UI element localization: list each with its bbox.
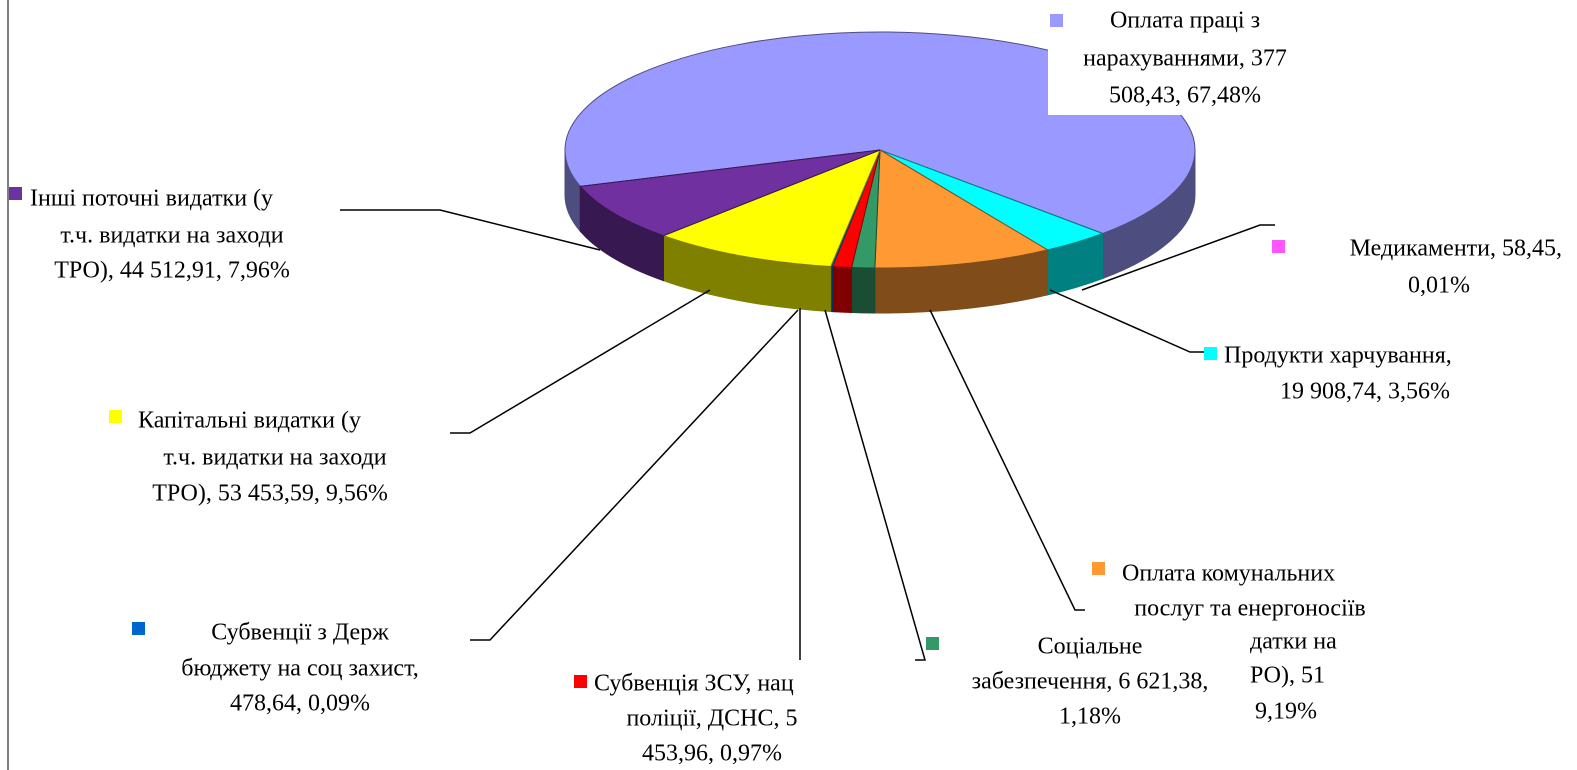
data-label: Соціальне xyxy=(1038,634,1143,660)
legend-swatch xyxy=(9,187,22,200)
data-label: Оплата праці з xyxy=(1110,8,1260,34)
slice xyxy=(564,31,1196,234)
data-label: ТРО), 53 453,59, 9,56% xyxy=(152,481,388,507)
legend-swatch xyxy=(926,637,939,650)
data-label: ТРО), 44 512,91, 7,96% xyxy=(54,258,290,284)
leader-line xyxy=(450,289,711,434)
leader-line xyxy=(929,309,1085,611)
legend-swatch xyxy=(1272,240,1285,253)
data-label: Субвенції з Держ xyxy=(211,620,389,646)
data-label: поліції, ДСНС, 5 xyxy=(626,706,797,732)
slice xyxy=(579,149,881,237)
data-label: 0,01% xyxy=(1408,273,1470,299)
data-label: т.ч. видатки на заходи xyxy=(60,223,283,249)
data-label: Капітальні видатки (у xyxy=(138,408,361,434)
legend-swatch xyxy=(1092,562,1105,575)
data-label: датки на xyxy=(1250,629,1337,655)
data-label: послуг та енергоносіїв xyxy=(1134,596,1366,622)
leader-line xyxy=(470,309,799,641)
data-label: бюджету на соц захист, xyxy=(181,656,419,682)
legend-swatch xyxy=(1204,347,1217,360)
legend-swatch xyxy=(109,410,122,423)
slice-side xyxy=(851,266,876,314)
label-background xyxy=(1048,0,1320,115)
label-background xyxy=(940,625,1245,740)
data-label: забезпечення, 6 621,38, xyxy=(972,669,1209,695)
data-label: нарахуваннями, 377 xyxy=(1083,46,1287,72)
leader-line xyxy=(824,309,926,661)
legend-swatch xyxy=(1050,14,1063,27)
leader-line xyxy=(340,209,601,251)
legend-swatch xyxy=(132,622,145,635)
data-label: Медикаменти, 58,45, xyxy=(1350,236,1562,262)
data-label: Субвенція ЗСУ, нац xyxy=(594,671,794,697)
data-label: 19 908,74, 3,56% xyxy=(1280,379,1450,405)
data-label: т.ч. видатки на заходи xyxy=(163,445,386,471)
legend-swatch xyxy=(574,675,587,688)
data-label: 508,43, 67,48% xyxy=(1109,83,1261,109)
data-label: 453,96, 0,97% xyxy=(642,741,782,767)
data-label: Оплата комунальних xyxy=(1122,561,1335,587)
data-label: 9,19% xyxy=(1255,699,1317,725)
data-label: РО), 51 xyxy=(1250,663,1325,689)
slice xyxy=(662,149,881,268)
slice xyxy=(874,149,1049,269)
leader-line xyxy=(1081,224,1275,291)
leader-line xyxy=(1049,289,1205,353)
data-label: Інші поточні видатки (у xyxy=(30,186,273,212)
data-label: Продукти харчування, xyxy=(1224,343,1452,369)
data-label: 478,64, 0,09% xyxy=(230,691,370,717)
data-label: 1,18% xyxy=(1059,704,1121,730)
slice-side xyxy=(831,266,853,314)
